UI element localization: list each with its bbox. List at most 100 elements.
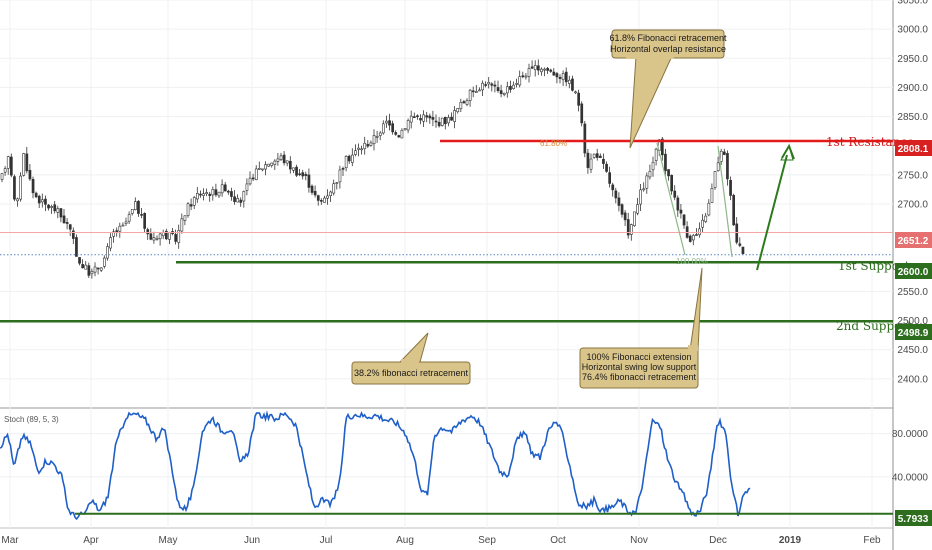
candle-body-65 xyxy=(202,193,205,196)
candle-body-141 xyxy=(437,121,441,127)
candle-body-7 xyxy=(22,153,26,176)
candle-body-150 xyxy=(465,100,469,105)
candle-body-95 xyxy=(295,166,298,176)
candle-body-195 xyxy=(605,163,608,172)
candle-body-180 xyxy=(558,76,562,79)
stoch-y-axis: 80.0000 40.0000 xyxy=(892,429,929,483)
candle-body-159 xyxy=(493,84,497,87)
candle-body-16 xyxy=(50,206,53,208)
candle-body-233 xyxy=(722,151,726,155)
candle-body-106 xyxy=(329,191,333,196)
candle-body-87 xyxy=(270,162,274,166)
candle-body-33 xyxy=(103,257,106,267)
candle-body-111 xyxy=(344,156,348,169)
candle-body-74 xyxy=(230,191,233,197)
candle-body-4 xyxy=(13,176,16,200)
candle-body-154 xyxy=(478,89,481,92)
candle-body-226 xyxy=(701,219,704,228)
candle-body-75 xyxy=(233,196,236,202)
candle-body-100 xyxy=(310,185,314,193)
candle-body-35 xyxy=(109,237,112,249)
y-tick-label-1: 3000.0 xyxy=(897,25,928,36)
candle-body-115 xyxy=(357,147,360,150)
candle-body-113 xyxy=(350,154,354,163)
candle-body-236 xyxy=(732,195,735,226)
candle-body-47 xyxy=(146,229,150,235)
candle-body-168 xyxy=(521,75,525,78)
candle-body-51 xyxy=(158,233,162,240)
candle-body-238 xyxy=(738,243,742,246)
candle-body-137 xyxy=(425,115,429,118)
candle-body-14 xyxy=(44,198,47,205)
candle-body-179 xyxy=(555,73,559,78)
candle-body-12 xyxy=(37,195,41,204)
candle-body-108 xyxy=(335,182,339,184)
candle-body-211 xyxy=(654,148,658,161)
stochastic-series xyxy=(0,410,893,521)
candle-body-189 xyxy=(586,152,590,168)
candle-body-167 xyxy=(518,76,522,86)
candle-body-46 xyxy=(143,212,147,229)
tag-current: 2651.2 xyxy=(895,232,932,248)
x-tick-label-5: Aug xyxy=(396,535,414,546)
candle-body-86 xyxy=(267,163,271,167)
candle-body-234 xyxy=(726,153,729,180)
candle-body-237 xyxy=(735,223,739,243)
candle-body-186 xyxy=(577,92,580,106)
candle-body-50 xyxy=(155,237,159,240)
callout-left-line-1: 38.2% fibonacci retracement xyxy=(354,368,469,378)
candle-body-125 xyxy=(388,120,391,126)
candle-body-44 xyxy=(137,200,140,214)
candle-body-232 xyxy=(719,150,723,162)
candle-body-101 xyxy=(313,190,317,196)
y-tick-label-5: 2750.0 xyxy=(897,170,928,181)
candle-body-191 xyxy=(592,153,596,158)
candle-body-190 xyxy=(589,158,593,170)
candle-body-201 xyxy=(623,212,627,221)
tag-current-text: 2651.2 xyxy=(898,236,929,247)
candle-body-138 xyxy=(428,115,432,119)
candle-body-162 xyxy=(502,92,506,95)
label-1st-support: 1st Support xyxy=(838,259,910,273)
candle-body-61 xyxy=(189,204,193,207)
candle-body-187 xyxy=(580,103,584,124)
x-tick-label-1: Apr xyxy=(83,535,99,546)
candle-body-140 xyxy=(434,120,438,123)
candle-body-29 xyxy=(90,271,94,275)
candle-body-58 xyxy=(180,218,184,232)
candle-body-20 xyxy=(62,215,66,224)
candle-body-144 xyxy=(447,117,450,124)
candle-body-178 xyxy=(552,71,556,76)
candle-body-184 xyxy=(571,78,574,91)
candle-body-119 xyxy=(369,142,373,146)
candle-body-235 xyxy=(729,179,732,196)
candle-body-202 xyxy=(626,219,630,236)
candle-body-66 xyxy=(205,192,209,195)
candle-body-27 xyxy=(84,264,88,270)
stoch-legend: Stoch (89, 5, 3) xyxy=(4,415,59,424)
candle-body-31 xyxy=(96,267,100,270)
candle-body-105 xyxy=(326,195,329,199)
candle-body-210 xyxy=(651,161,655,171)
x-tick-label-0: Mar xyxy=(1,535,19,546)
x-tick-label-3: Jun xyxy=(244,535,260,546)
candle-body-161 xyxy=(499,90,503,94)
candle-body-160 xyxy=(496,87,500,91)
candle-body-165 xyxy=(512,84,515,89)
candle-body-94 xyxy=(292,167,295,171)
candle-body-13 xyxy=(40,199,44,203)
candle-body-68 xyxy=(211,188,215,196)
candle-body-218 xyxy=(676,197,680,211)
candle-body-60 xyxy=(186,203,190,216)
candle-body-83 xyxy=(257,168,261,170)
candle-body-19 xyxy=(59,208,63,218)
candle-body-97 xyxy=(301,172,305,177)
candle-body-9 xyxy=(28,170,32,180)
candle-body-146 xyxy=(453,110,457,122)
stoch-line xyxy=(0,410,751,521)
candle-body-21 xyxy=(65,222,69,224)
candle-body-227 xyxy=(704,215,708,222)
swing-line-1 xyxy=(656,142,686,256)
candle-body-121 xyxy=(375,135,379,138)
